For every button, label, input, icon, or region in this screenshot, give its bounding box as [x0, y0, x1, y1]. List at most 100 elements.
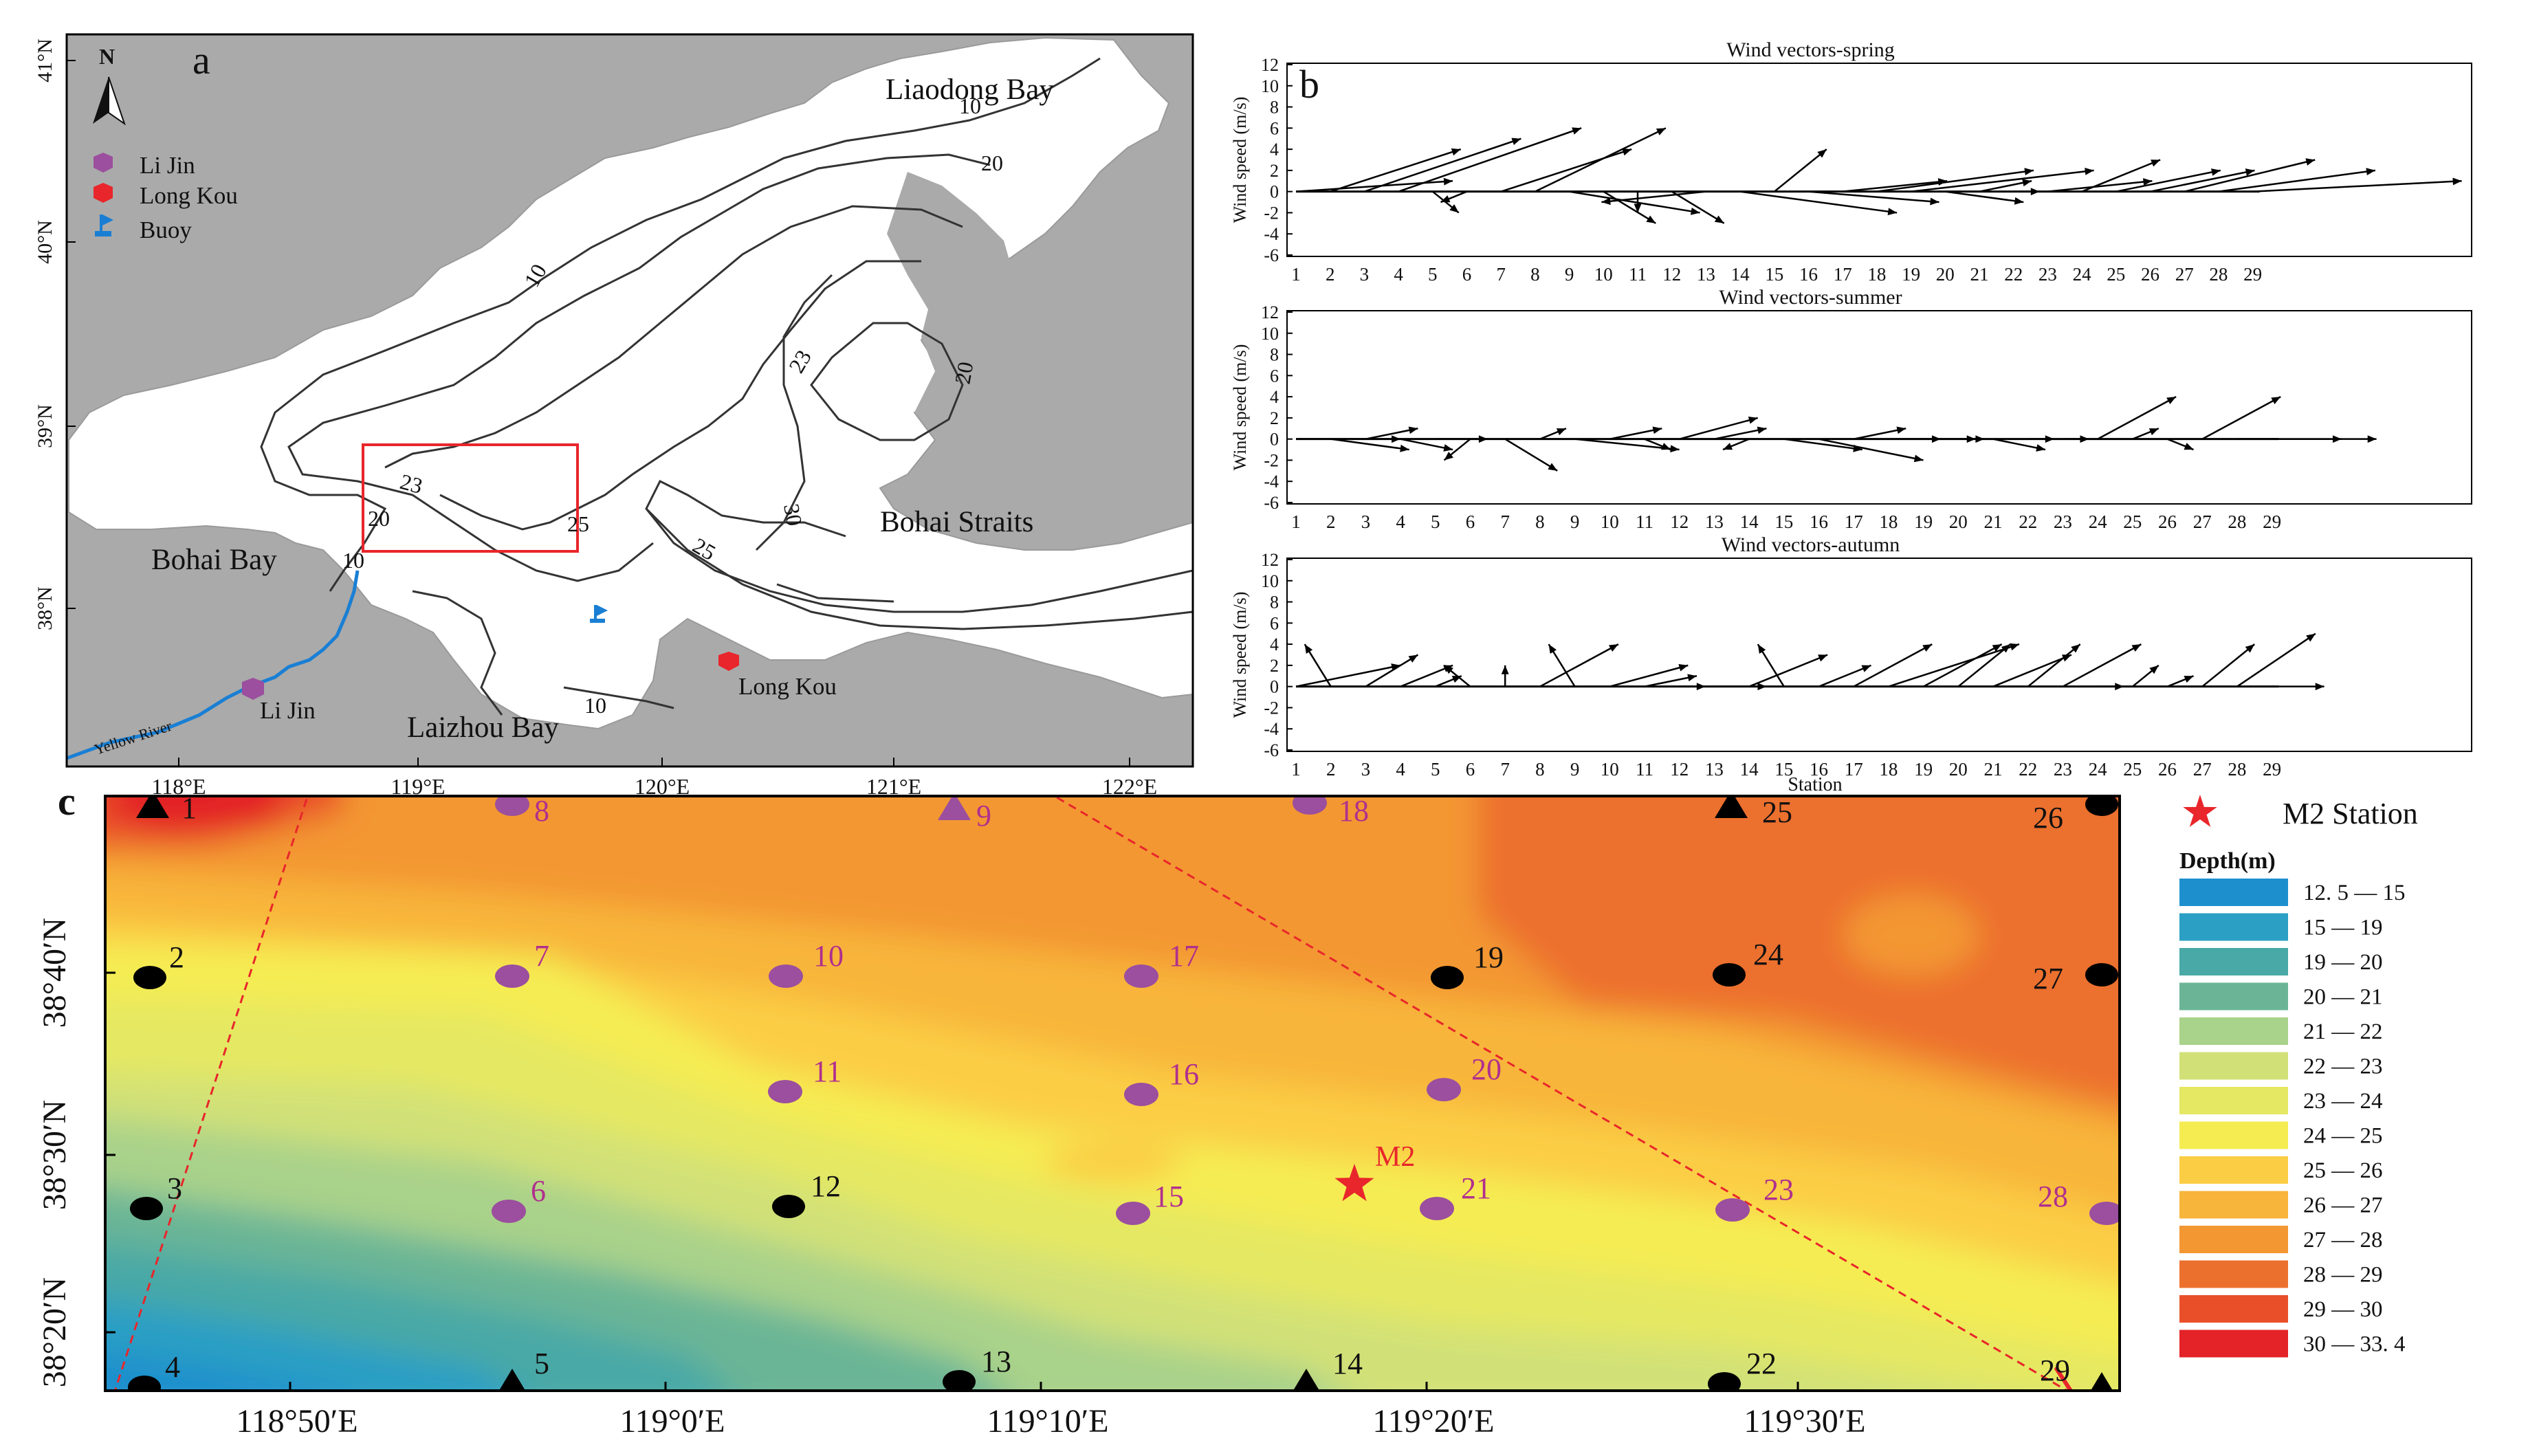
x-tick-label: 13 — [1697, 264, 1715, 285]
panel-c-frame — [104, 795, 2121, 1392]
x-tick-label: 2 — [1326, 511, 1336, 532]
svg-text:30: 30 — [779, 502, 807, 528]
wind-vector — [1644, 438, 1671, 451]
panel-a-label: a — [193, 38, 210, 82]
station-26: 26 — [2033, 796, 2118, 835]
wind-vector — [2098, 683, 2124, 691]
wind-vector — [1957, 643, 2012, 687]
x-tick-label: 27 — [2193, 759, 2212, 780]
station-label: 20 — [1471, 1052, 1502, 1086]
x-tick-label: 22 — [2004, 264, 2023, 285]
x-tick-label: 29 — [2263, 511, 2281, 532]
x-tick-label: 6 — [1466, 511, 1475, 532]
station-7: 7 — [495, 939, 549, 988]
x-tick-label: 15 — [1765, 264, 1783, 285]
wind-vector — [1923, 643, 2003, 687]
x-tick-label: 12 — [1662, 264, 1681, 285]
liaodong-peninsula — [887, 172, 1018, 426]
station-3: 3 — [130, 1171, 182, 1220]
wind-vector — [1679, 416, 1759, 440]
lon-tick-label: 119°0′E — [619, 1403, 725, 1440]
station-label: 29 — [2040, 1354, 2070, 1387]
y-tick-label: 2 — [1270, 408, 1279, 428]
x-axis-label: Station — [1788, 774, 1842, 795]
y-axis-label: Wind speed (m/s) — [1230, 592, 1250, 718]
long-kou-legend-icon — [94, 183, 113, 203]
station-label: 23 — [1763, 1173, 1794, 1206]
wind-vector — [1330, 438, 1409, 452]
x-tick-label: 26 — [2158, 511, 2177, 532]
station-label: 5 — [534, 1347, 549, 1380]
long-kou-marker — [718, 652, 739, 671]
wind-vector — [1435, 435, 1488, 443]
depth-swatch — [2179, 1191, 2288, 1219]
wind-vector — [2167, 675, 2194, 687]
x-tick-label: 20 — [1949, 511, 1968, 532]
depth-bin: 22 — 23 — [2179, 1052, 2383, 1080]
x-tick-label: 10 — [1601, 511, 1619, 532]
station-18: 18 — [1293, 796, 1369, 828]
depth-range-label: 28 — 29 — [2303, 1263, 2383, 1288]
y-tick-label: 8 — [1270, 593, 1279, 613]
x-tick-label: 7 — [1500, 759, 1510, 780]
x-tick-label: 9 — [1570, 759, 1580, 780]
y-tick-label: 12 — [1261, 55, 1279, 75]
wind-vector — [1722, 438, 1750, 451]
station-label: 6 — [531, 1174, 546, 1208]
wind-vector — [1671, 190, 1725, 224]
station-6: 6 — [492, 1174, 546, 1223]
depth-range-label: 15 — 19 — [2303, 916, 2383, 940]
x-tick-label: 26 — [2141, 264, 2159, 285]
label-laizhou-bay: Laizhou Bay — [407, 712, 559, 744]
x-tick-label: 3 — [1361, 759, 1371, 780]
buoy-legend-icon — [95, 214, 113, 236]
station-label: 19 — [1473, 940, 1504, 974]
x-tick-label: 1 — [1291, 264, 1301, 285]
station-label: 10 — [813, 939, 844, 973]
wind-vector — [1992, 654, 2072, 687]
x-tick-label: 29 — [2263, 759, 2281, 780]
station-25: 25 — [1715, 796, 1792, 829]
wind-vector — [1853, 643, 1933, 687]
depth-swatch — [2179, 1156, 2288, 1184]
x-tick-label: 3 — [1361, 511, 1371, 532]
y-tick-label: 6 — [1270, 613, 1279, 633]
x-tick-label: 12 — [1670, 759, 1689, 780]
wind-vector — [1945, 190, 2024, 205]
wind-vector — [2097, 396, 2177, 440]
lon-tick-label: 119°10′E — [987, 1403, 1108, 1440]
wind-vector — [1504, 438, 1558, 472]
y-tick-label: 2 — [1270, 161, 1279, 181]
depth-swatch — [2179, 1052, 2288, 1080]
x-tick-label: 11 — [1636, 759, 1653, 780]
wind-vector — [2218, 168, 2376, 192]
station-28: 28 — [2038, 1180, 2120, 1225]
station-label: 13 — [981, 1345, 1011, 1378]
x-tick-label: 25 — [2123, 511, 2142, 532]
depth-bin: 28 — 29 — [2179, 1260, 2383, 1288]
wind-vector — [1443, 438, 1471, 461]
wind-vector — [1603, 190, 1656, 224]
station-label: 12 — [811, 1169, 841, 1203]
wind-vector — [1539, 643, 1619, 687]
depth-bin: 21 — 22 — [2179, 1017, 2383, 1045]
svg-text:N: N — [99, 44, 115, 69]
lat-tick-label: 38°40′N — [36, 918, 73, 1028]
depth-bin: 29 — 30 — [2179, 1295, 2383, 1323]
x-tick-label: 9 — [1565, 264, 1574, 285]
wind-vector — [1979, 179, 2032, 192]
station-22: 22 — [1708, 1347, 1777, 1391]
x-tick-label: 27 — [2175, 264, 2194, 285]
wind-vector — [1443, 664, 1471, 687]
legend-title: Depth(m) — [2179, 848, 2276, 874]
yellow-river — [67, 570, 360, 760]
wind-vector — [1500, 148, 1632, 192]
x-tick-label: 19 — [1914, 759, 1933, 780]
x-tick-label: 11 — [1636, 511, 1653, 532]
x-tick-label: 2 — [1326, 759, 1336, 780]
station-20: 20 — [1427, 1052, 1502, 1101]
